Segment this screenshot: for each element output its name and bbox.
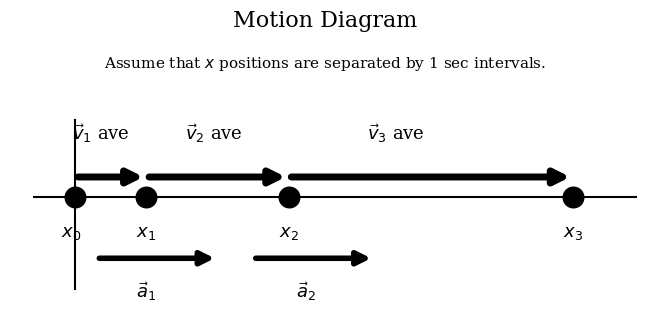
Point	[283, 194, 294, 199]
Text: Assume that $x$ positions are separated by 1 sec intervals.: Assume that $x$ positions are separated …	[104, 55, 546, 73]
Point	[141, 194, 151, 199]
Text: $x_3$: $x_3$	[563, 224, 583, 242]
Text: $\vec{v}_3$ ave: $\vec{v}_3$ ave	[367, 122, 424, 145]
Text: Motion Diagram: Motion Diagram	[233, 10, 417, 32]
Text: $x_0$: $x_0$	[62, 224, 82, 242]
Text: $\vec{a}_2$: $\vec{a}_2$	[296, 280, 317, 303]
Text: $x_1$: $x_1$	[136, 224, 156, 242]
Point	[568, 194, 578, 199]
Text: $\vec{a}_1$: $\vec{a}_1$	[136, 280, 157, 303]
Text: $\vec{v}_2$ ave: $\vec{v}_2$ ave	[185, 122, 243, 145]
Text: $x_2$: $x_2$	[279, 224, 298, 242]
Text: $\vec{v}_1$ ave: $\vec{v}_1$ ave	[72, 122, 129, 145]
Point	[70, 194, 81, 199]
